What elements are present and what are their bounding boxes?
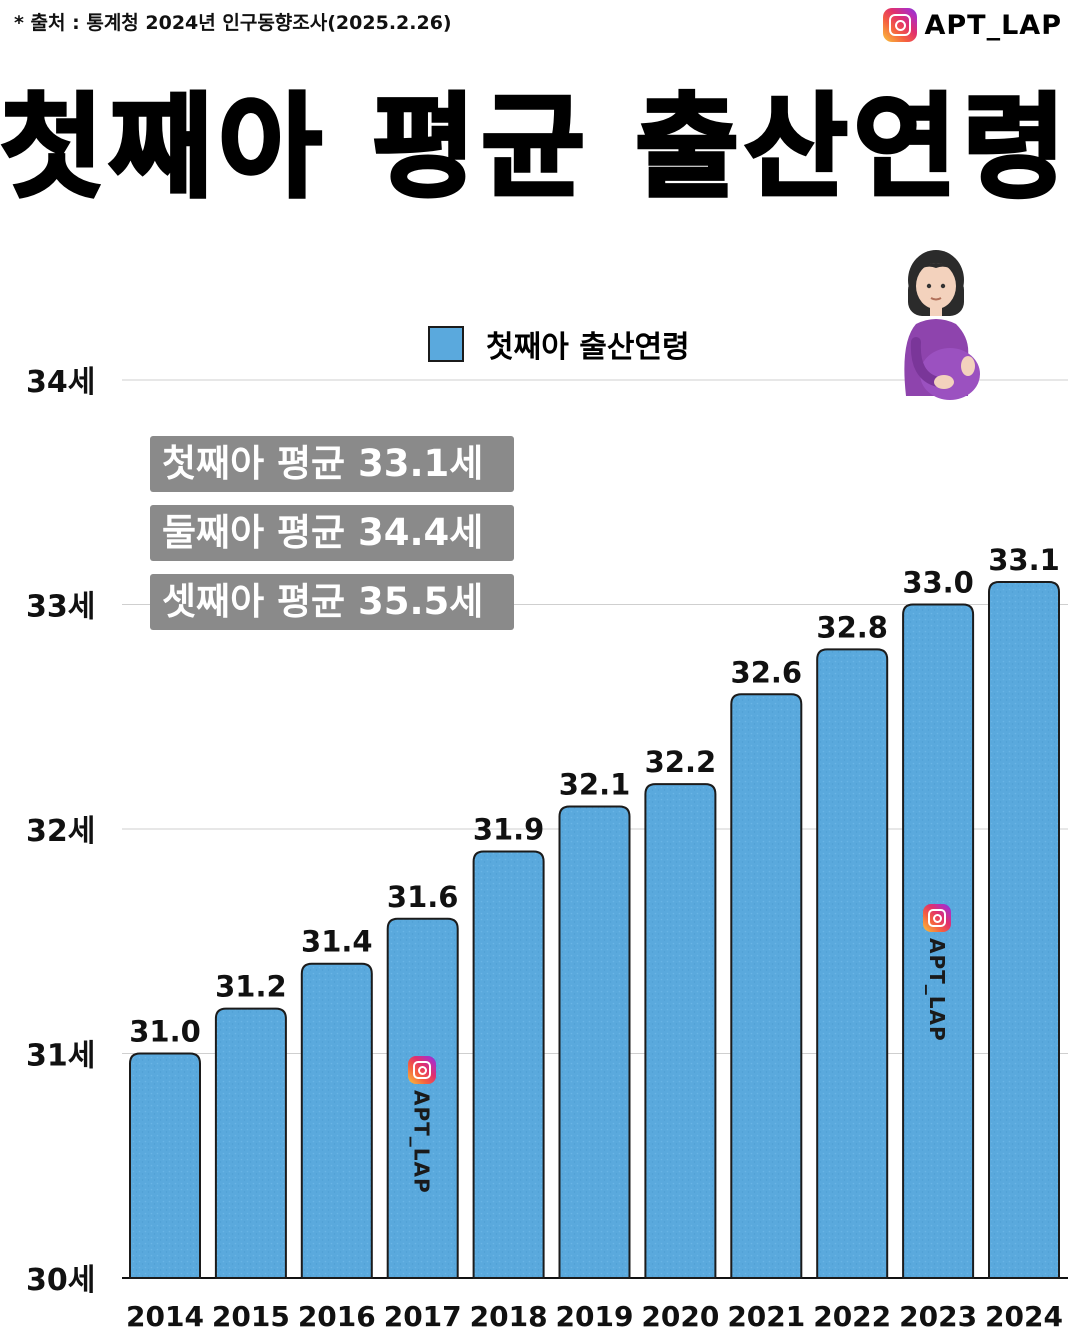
x-tick-label: 2014 [126, 1300, 204, 1333]
bar [302, 964, 372, 1278]
bar [560, 807, 630, 1278]
bar [474, 851, 544, 1278]
x-tick-label: 2024 [985, 1300, 1063, 1333]
second-child-average-label: 둘째아 평균 34.4세 [150, 505, 514, 561]
data-label: 31.0 [129, 1015, 201, 1049]
x-tick-label: 2015 [212, 1300, 290, 1333]
x-tick-label: 2016 [298, 1300, 376, 1333]
data-label: 32.6 [731, 655, 803, 689]
pregnant-woman-icon [886, 246, 986, 406]
legend: 첫째아 출산연령 [428, 322, 690, 366]
data-label: 31.9 [473, 812, 545, 846]
watermark-text: APT_LAP [925, 938, 949, 1042]
watermark: APT_LAP [923, 904, 951, 1042]
data-label: 31.2 [215, 970, 287, 1004]
instagram-icon [408, 1056, 436, 1084]
watermark: APT_LAP [408, 1056, 436, 1194]
watermark-text: APT_LAP [410, 1090, 434, 1194]
bar [216, 1009, 286, 1278]
data-label: 31.4 [301, 925, 373, 959]
legend-label: 첫째아 출산연령 [486, 322, 690, 366]
first-child-average-label: 첫째아 평균 33.1세 [150, 436, 514, 492]
third-child-average-label: 셋째아 평균 35.5세 [150, 574, 514, 630]
data-label: 33.0 [902, 566, 974, 600]
x-tick-label: 2017 [384, 1300, 462, 1333]
y-tick-label: 31세 [26, 1039, 95, 1074]
y-tick-label: 33세 [26, 590, 95, 625]
x-tick-label: 2022 [813, 1300, 891, 1333]
x-tick-label: 2018 [470, 1300, 548, 1333]
bar [731, 694, 801, 1278]
bar [989, 582, 1059, 1278]
x-tick-label: 2021 [727, 1300, 805, 1333]
instagram-icon [923, 904, 951, 932]
bar [130, 1054, 200, 1279]
bar [645, 784, 715, 1278]
x-tick-label: 2020 [641, 1300, 719, 1333]
data-label: 33.1 [988, 543, 1060, 577]
x-tick-label: 2019 [556, 1300, 634, 1333]
legend-swatch [428, 326, 464, 362]
x-tick-label: 2023 [899, 1300, 977, 1333]
data-label: 32.2 [645, 745, 717, 779]
bar [817, 649, 887, 1278]
y-tick-label: 34세 [26, 365, 95, 400]
data-label: 32.1 [559, 768, 631, 802]
data-label: 32.8 [816, 610, 888, 644]
data-label: 31.6 [387, 880, 459, 914]
y-tick-label: 30세 [26, 1263, 95, 1298]
y-tick-label: 32세 [26, 814, 95, 849]
